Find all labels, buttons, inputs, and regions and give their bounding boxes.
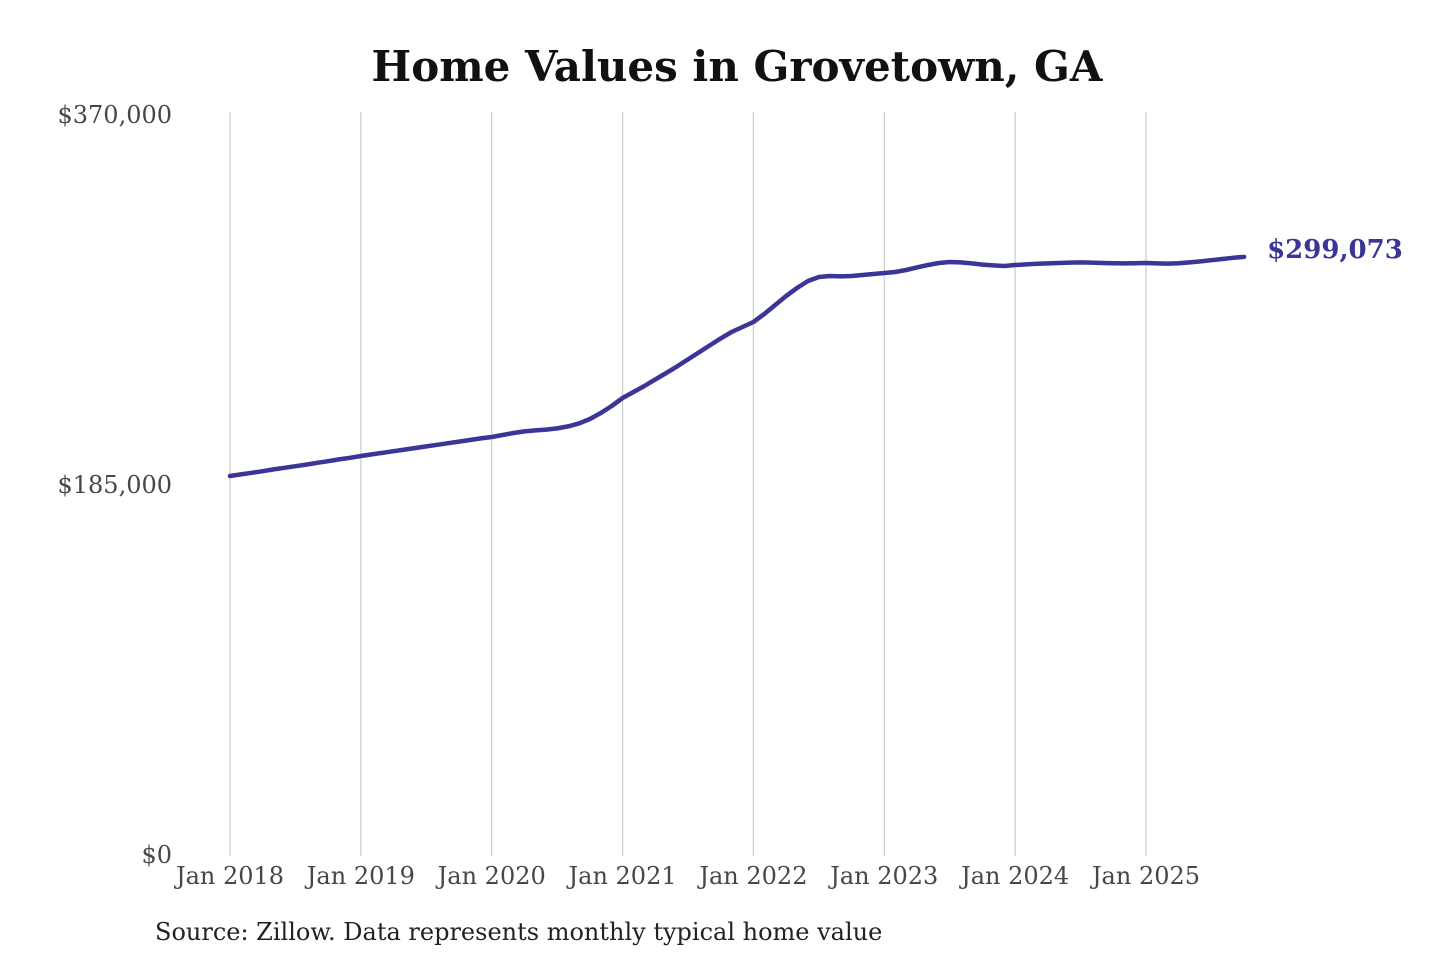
x-tick-label: Jan 2023 — [827, 862, 938, 890]
x-tick-label: Jan 2021 — [566, 862, 677, 890]
end-value-label: $299,073 — [1267, 235, 1403, 265]
source-note: Source: Zillow. Data represents monthly … — [155, 918, 882, 946]
y-tick-label-0: $0 — [141, 841, 172, 869]
x-tick-label: Jan 2022 — [696, 862, 807, 890]
y-axis-labels-group: $370,000 $185,000 $0 — [57, 101, 172, 869]
x-tick-label: Jan 2019 — [304, 862, 415, 890]
home-value-line-series — [227, 254, 1247, 479]
x-tick-label: Jan 2025 — [1089, 862, 1200, 890]
gridlines-group — [229, 112, 1147, 856]
y-tick-label-185000: $185,000 — [57, 471, 172, 499]
chart-title: Home Values in Grovetown, GA — [372, 42, 1104, 91]
x-axis-labels-group: Jan 2018 Jan 2019 Jan 2020 Jan 2021 Jan 2022… — [173, 862, 1200, 890]
y-tick-label-370000: $370,000 — [57, 101, 172, 129]
x-tick-label: Jan 2024 — [958, 862, 1069, 890]
x-tick-label: Jan 2020 — [435, 862, 546, 890]
x-tick-label: Jan 2018 — [173, 862, 284, 890]
